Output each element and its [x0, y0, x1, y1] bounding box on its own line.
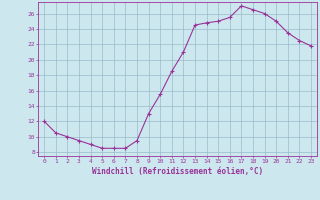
X-axis label: Windchill (Refroidissement éolien,°C): Windchill (Refroidissement éolien,°C) — [92, 167, 263, 176]
